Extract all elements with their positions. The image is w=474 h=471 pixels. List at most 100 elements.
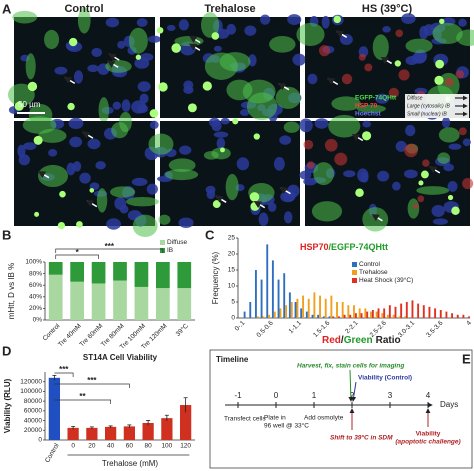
x-tick-label: 2-2.1 bbox=[344, 319, 360, 335]
cell bbox=[269, 35, 296, 53]
nucleus bbox=[87, 138, 101, 150]
hsp bbox=[318, 45, 331, 57]
x-tick-label: 4 bbox=[465, 319, 473, 327]
bar bbox=[48, 377, 60, 440]
bar bbox=[383, 308, 386, 318]
nucleus bbox=[419, 25, 429, 40]
cell bbox=[407, 198, 420, 219]
y-tick-label: 0 bbox=[231, 315, 235, 322]
x-tick-label: 0 bbox=[71, 443, 75, 450]
day-label: 0 bbox=[274, 391, 279, 400]
nucleus bbox=[236, 157, 250, 171]
bar-segment bbox=[91, 262, 106, 284]
bar bbox=[243, 311, 246, 318]
nucleus bbox=[213, 45, 222, 52]
bar bbox=[317, 314, 320, 318]
bar bbox=[381, 313, 384, 318]
bar bbox=[388, 305, 391, 318]
cell bbox=[219, 52, 251, 72]
panel-letter: E bbox=[462, 351, 471, 366]
y-axis-label: Viability (RLU) bbox=[3, 378, 12, 433]
nucleus bbox=[166, 24, 176, 31]
hsp bbox=[341, 73, 353, 85]
inclusion bbox=[149, 109, 159, 118]
inclusion bbox=[362, 131, 372, 141]
nucleus bbox=[106, 218, 121, 230]
bar-segment bbox=[177, 288, 192, 320]
arrow bbox=[107, 60, 119, 68]
nucleus bbox=[357, 168, 369, 183]
title-part: HSP70 bbox=[300, 242, 329, 252]
y-tick-label: 80000 bbox=[24, 398, 42, 405]
axis-unit: Days bbox=[440, 400, 458, 409]
bar bbox=[266, 244, 269, 318]
y-tick-label: 0 bbox=[38, 437, 42, 444]
y-tick-label: 60% bbox=[29, 282, 42, 289]
legend-label: Trehalose bbox=[359, 269, 388, 276]
cell bbox=[158, 214, 171, 225]
x-axis-label: Red/Green Ratio bbox=[322, 335, 401, 346]
bar bbox=[387, 314, 389, 318]
x-tick-label: 20 bbox=[88, 443, 96, 450]
nucleus bbox=[283, 211, 293, 224]
nucleus bbox=[292, 53, 306, 66]
xlabel-part: / bbox=[341, 335, 344, 346]
nucleus bbox=[131, 100, 147, 114]
chart-title: ST14A Cell Viability bbox=[83, 353, 158, 362]
bar-segment bbox=[134, 286, 149, 320]
inclusion bbox=[202, 81, 212, 91]
legend-label: Diffuse bbox=[167, 239, 187, 246]
xlabel-part: Ratio bbox=[376, 335, 401, 346]
column-title: Control bbox=[64, 3, 103, 15]
x-tick-label: 60 bbox=[126, 443, 134, 450]
bar bbox=[249, 302, 252, 318]
arrow-legend-label: Large (cytosolic) IB bbox=[407, 103, 450, 109]
cell bbox=[283, 121, 300, 133]
nucleus bbox=[213, 131, 229, 138]
y-tick-label: 100000 bbox=[20, 388, 42, 395]
bar bbox=[456, 314, 459, 318]
hsp bbox=[334, 152, 348, 166]
bar bbox=[311, 314, 314, 318]
cell bbox=[168, 158, 196, 173]
nucleus bbox=[91, 47, 103, 57]
nucleus bbox=[178, 217, 194, 228]
inclusion bbox=[333, 15, 341, 24]
cell bbox=[437, 152, 451, 164]
bar bbox=[161, 418, 173, 440]
nucleus bbox=[375, 93, 390, 104]
inclusion bbox=[447, 194, 454, 201]
bar-segment bbox=[48, 274, 63, 320]
nucleus bbox=[54, 66, 68, 75]
cell bbox=[110, 186, 136, 198]
hsp bbox=[364, 63, 373, 72]
significance: *** bbox=[59, 365, 69, 374]
nucleus bbox=[131, 177, 148, 187]
inclusion bbox=[434, 75, 444, 85]
bar bbox=[328, 316, 331, 318]
bar bbox=[360, 313, 363, 318]
bar bbox=[400, 303, 403, 318]
inclusion bbox=[158, 82, 168, 92]
cell bbox=[275, 86, 301, 109]
y-tick-label: 15 bbox=[228, 267, 236, 274]
nucleus bbox=[121, 99, 131, 112]
cell bbox=[405, 38, 433, 54]
nucleus bbox=[343, 170, 356, 178]
significance: *** bbox=[105, 242, 115, 251]
arrow bbox=[326, 77, 339, 86]
inclusion bbox=[211, 32, 220, 40]
nucleus bbox=[441, 116, 451, 129]
arrow bbox=[108, 53, 120, 61]
arrow-legend-label: Diffuse bbox=[407, 95, 423, 101]
inclusion bbox=[187, 103, 197, 113]
nucleus bbox=[362, 120, 372, 128]
nucleus bbox=[146, 183, 158, 195]
error-bar bbox=[146, 420, 151, 426]
nucleus bbox=[178, 19, 189, 31]
nucleus bbox=[267, 202, 277, 212]
bar bbox=[256, 316, 259, 318]
cell bbox=[331, 96, 361, 111]
bar-segment bbox=[134, 262, 149, 287]
